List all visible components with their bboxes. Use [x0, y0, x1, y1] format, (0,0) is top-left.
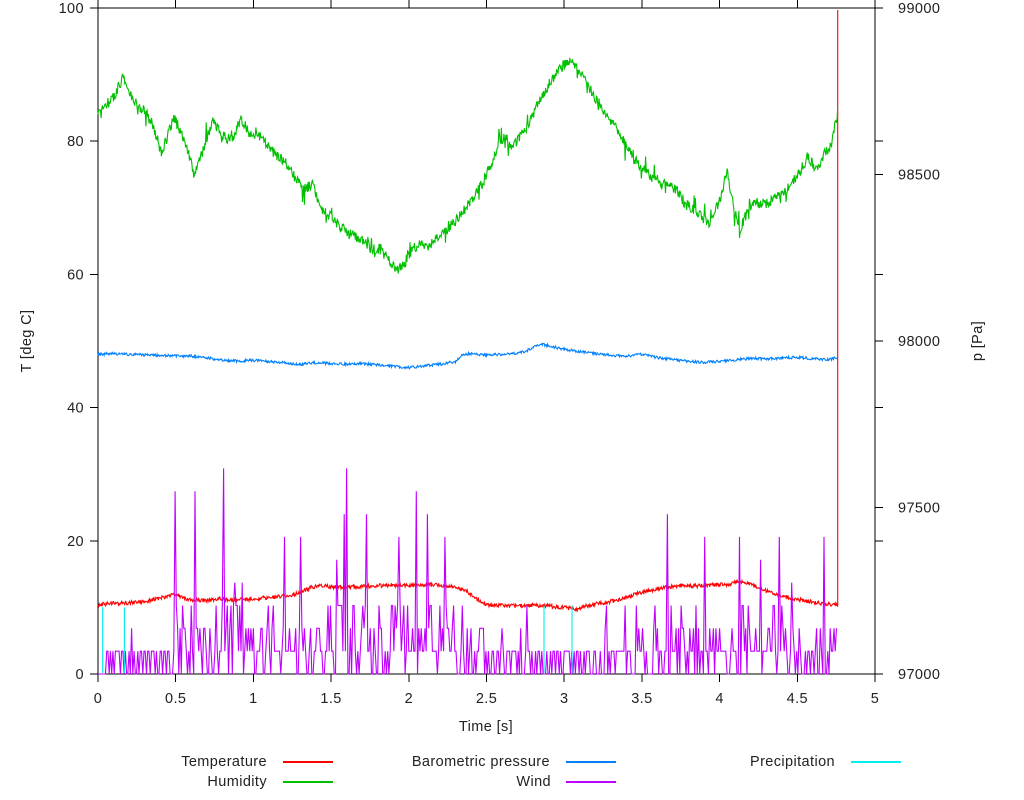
- series-humidity: [97, 57, 839, 274]
- y2-tick-label: 97000: [898, 667, 940, 683]
- axes: [90, 0, 883, 682]
- series-temperature: [97, 10, 839, 613]
- y-tick-label: 40: [67, 401, 84, 417]
- series-wind: [98, 468, 838, 675]
- legend-label-temperature: Temperature: [181, 754, 267, 770]
- x-tick-label: 2: [405, 691, 413, 707]
- y-axis-label-right: p [Pa]: [970, 320, 986, 362]
- x-tick-label: 0.5: [165, 691, 186, 707]
- x-tick-label: 2.5: [476, 691, 497, 707]
- x-axis-label: Time [s]: [458, 719, 514, 735]
- y-tick-label: 20: [67, 534, 84, 550]
- y2-tick-label: 97500: [898, 501, 940, 517]
- y2-tick-label: 98000: [898, 334, 940, 350]
- x-tick-label: 3: [560, 691, 568, 707]
- legend-label-humidity: Humidity: [207, 774, 267, 790]
- legend-swatch-humidity: [283, 781, 333, 783]
- plot-border: [97, 7, 876, 675]
- x-tick-label: 5: [871, 691, 879, 707]
- legend-label-wind: Wind: [516, 774, 551, 790]
- x-tick-label: 4: [715, 691, 723, 707]
- x-tick-label: 1: [249, 691, 257, 707]
- y2-tick-label: 99000: [898, 1, 940, 17]
- legend-label-precipitation: Precipitation: [750, 754, 835, 770]
- y-tick-label: 0: [76, 667, 84, 683]
- series-barometric-pressure: [97, 342, 839, 371]
- legend-swatch-temperature: [283, 761, 333, 763]
- y-tick-label: 80: [67, 134, 84, 150]
- legend-swatch-barometric-pressure: [566, 761, 616, 763]
- y2-tick-label: 98500: [898, 168, 940, 184]
- legend-swatch-precipitation: [851, 761, 901, 763]
- x-tick-label: 0: [94, 691, 102, 707]
- x-tick-label: 3.5: [631, 691, 652, 707]
- y-axis-label-left: T [deg C]: [19, 309, 35, 373]
- legend-label-barometric-pressure: Barometric pressure: [411, 754, 550, 770]
- y-tick-label: 100: [59, 1, 84, 17]
- series-precipitation: [102, 605, 573, 673]
- tick-labels: 0 0.5 1 1.5 2 2.5 3 3.5 4 4.5 5 0 20 40 60 80 100 97000 97…: [59, 1, 940, 707]
- y-tick-label: 60: [67, 267, 84, 283]
- x-tick-label: 4.5: [787, 691, 808, 707]
- x-tick-label: 1.5: [320, 691, 341, 707]
- legend-swatch-wind: [566, 781, 616, 783]
